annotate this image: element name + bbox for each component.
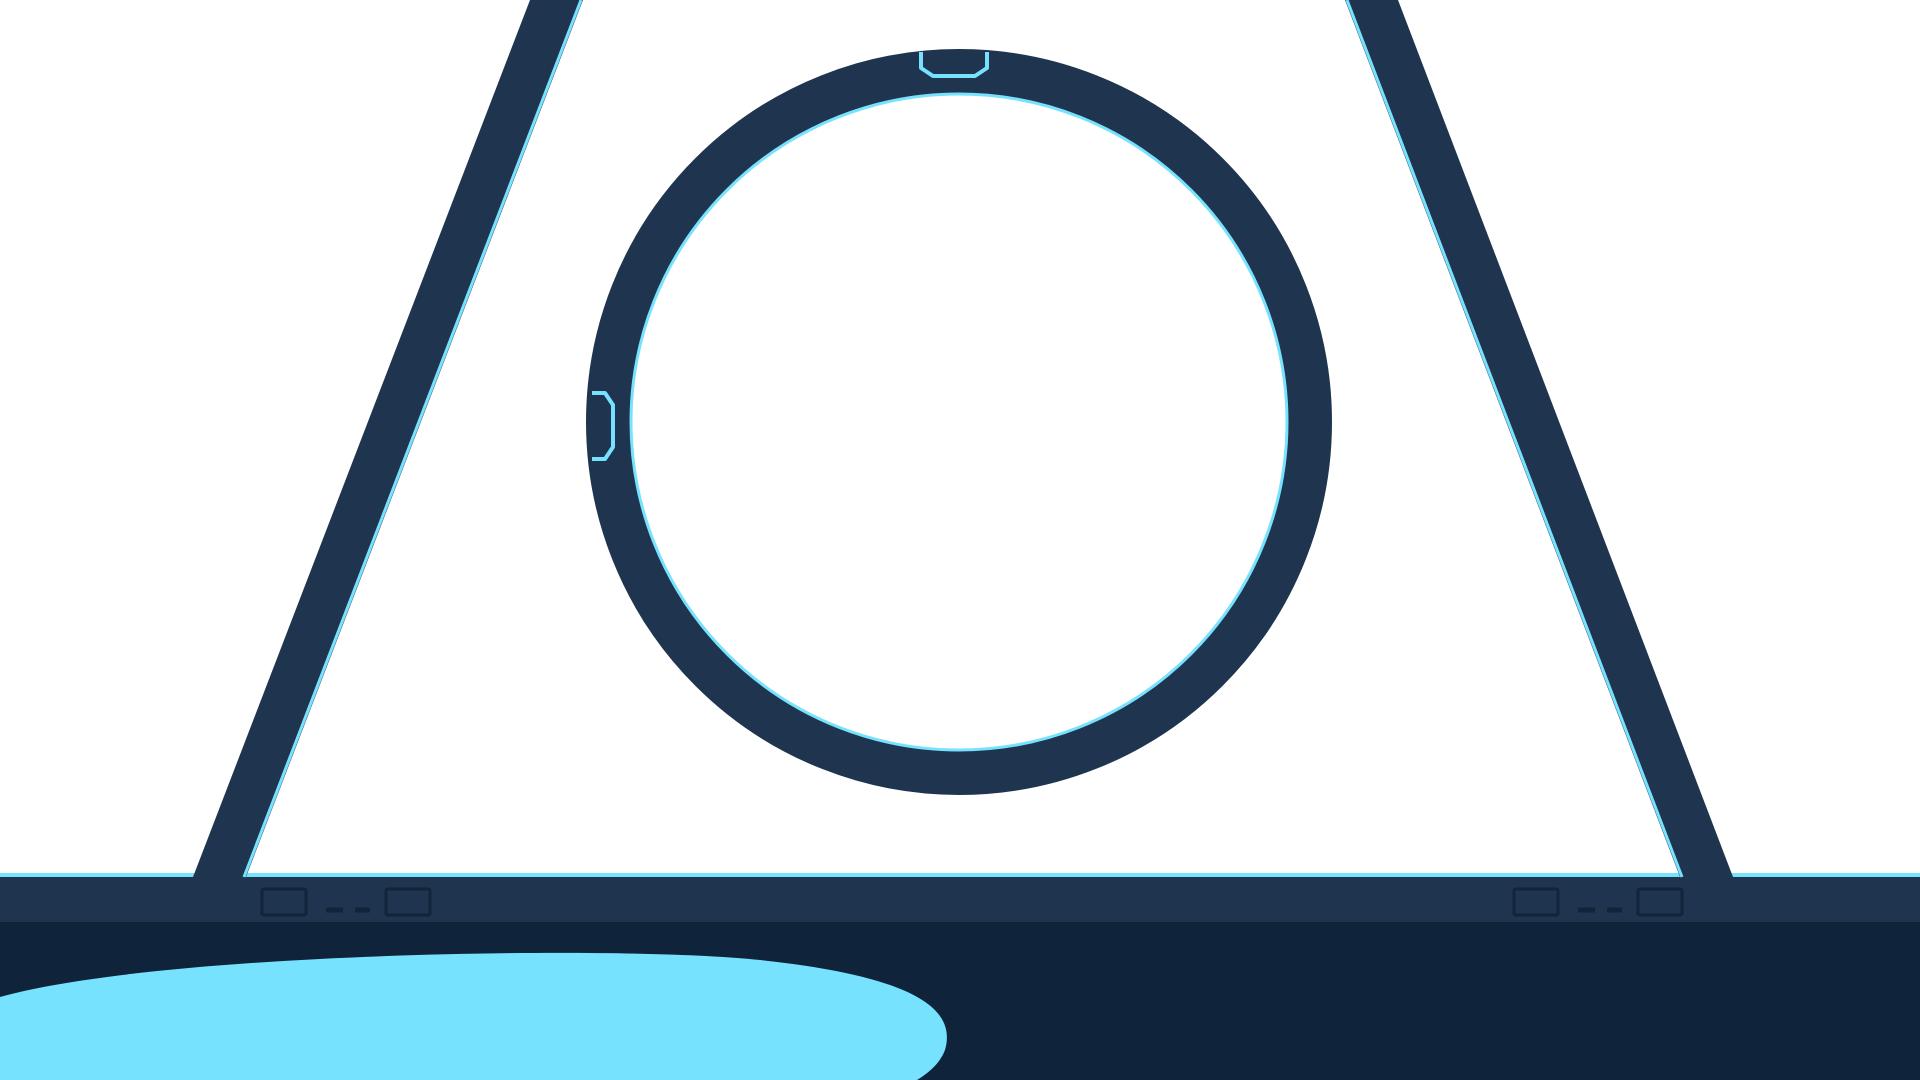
base-bar-highlight: [0, 873, 1920, 878]
base-bar: [0, 877, 1920, 922]
ring-top-notch: [919, 52, 989, 78]
right-leg-beam-icon: [1345, 0, 1733, 878]
right-vent-panel-icon: [1512, 887, 1684, 917]
floor-light-pool-icon: [0, 952, 947, 1080]
left-vent-panel-icon: [260, 887, 432, 917]
portal-ring-icon: [586, 49, 1332, 795]
left-leg-beam-icon: [193, 0, 583, 878]
ring-left-notch: [592, 391, 615, 461]
